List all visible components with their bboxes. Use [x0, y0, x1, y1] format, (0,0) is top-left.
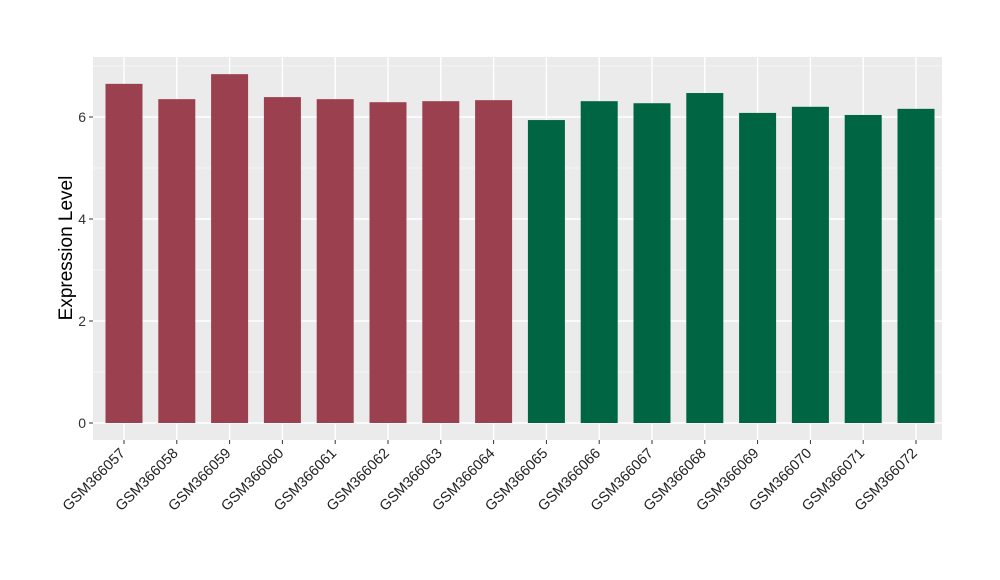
bar-GSM366068 — [686, 93, 724, 423]
bar-GSM366064 — [475, 100, 513, 424]
bar-GSM366059 — [211, 74, 249, 423]
bar-GSM366071 — [844, 114, 882, 424]
bar-GSM366072 — [897, 108, 935, 423]
bar-GSM366061 — [316, 99, 354, 424]
chart-marks — [89, 57, 942, 444]
bar-GSM366066 — [580, 101, 618, 423]
x-tick-labels: GSM366057 GSM366058 GSM366059 GSM366060 … — [60, 446, 921, 515]
bar-GSM366062 — [369, 102, 407, 424]
bar-GSM366070 — [791, 106, 829, 424]
y-axis-label: Expression Level — [56, 176, 77, 321]
y-tick-label: 6 — [78, 109, 86, 125]
bar-GSM366067 — [633, 103, 671, 423]
y-tick-label: 2 — [78, 313, 86, 329]
y-tick-labels: 0 2 4 6 — [78, 109, 86, 431]
bar-GSM366063 — [422, 101, 460, 423]
bar-GSM366058 — [158, 99, 196, 424]
bar-GSM366065 — [527, 120, 565, 423]
y-tick-label: 0 — [78, 415, 86, 431]
bar-GSM366057 — [105, 83, 143, 423]
bar-GSM366060 — [263, 97, 301, 424]
bar-GSM366069 — [739, 112, 777, 424]
y-tick-label: 4 — [78, 211, 86, 227]
